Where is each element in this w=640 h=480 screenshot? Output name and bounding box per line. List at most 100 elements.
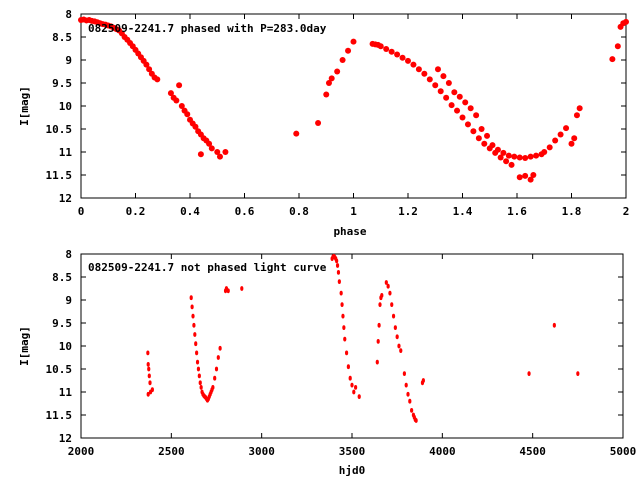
data-point xyxy=(576,371,580,376)
data-point xyxy=(173,97,180,104)
data-point xyxy=(421,378,425,383)
data-point xyxy=(571,135,578,142)
x-tick-label: 5000 xyxy=(610,445,637,458)
x-axis-label: phase xyxy=(333,225,366,238)
data-point xyxy=(376,339,380,344)
data-point xyxy=(218,345,222,351)
x-tick-label: 0 xyxy=(78,205,85,218)
x-tick-label: 0.6 xyxy=(235,205,255,218)
data-point xyxy=(375,359,379,365)
data-point xyxy=(516,154,523,161)
ticks: 2000 2500 3000 3500 4000 4500 5000 8 8.5 9 9.5 10 10… xyxy=(46,248,637,458)
data-point xyxy=(147,373,151,379)
data-points xyxy=(78,16,629,183)
data-point xyxy=(484,132,491,139)
data-point xyxy=(426,76,433,83)
data-point xyxy=(394,51,401,58)
x-tick-label: 1.8 xyxy=(562,205,582,218)
data-points xyxy=(146,253,580,423)
plot-frame xyxy=(80,253,624,439)
data-point xyxy=(475,135,482,142)
x-tick-label: 1.2 xyxy=(398,205,418,218)
chart-title: 082509-2241.7 phased with P=283.0day xyxy=(88,22,327,35)
data-point xyxy=(467,105,474,112)
y-tick-label: 11.5 xyxy=(46,409,73,422)
data-point xyxy=(293,130,300,137)
data-point xyxy=(576,105,583,112)
data-point xyxy=(395,334,399,340)
data-point xyxy=(334,68,341,75)
data-point xyxy=(437,88,444,95)
data-point xyxy=(380,293,384,298)
x-tick-label: 1.6 xyxy=(507,205,527,218)
x-tick-label: 3000 xyxy=(248,445,275,458)
data-point xyxy=(190,304,194,310)
data-point xyxy=(341,313,345,319)
y-axis-label: I[mag] xyxy=(18,86,31,126)
y-tick-label: 9 xyxy=(65,294,72,307)
x-tick-label: 4000 xyxy=(429,445,456,458)
data-point xyxy=(335,258,339,264)
x-axis-label: hjd0 xyxy=(339,464,366,477)
x-tick-label: 1 xyxy=(350,205,357,218)
data-point xyxy=(377,322,381,328)
y-tick-label: 8.5 xyxy=(52,271,72,284)
data-point xyxy=(462,99,469,106)
data-point xyxy=(415,66,422,73)
data-point xyxy=(211,385,215,390)
data-point xyxy=(434,66,441,73)
data-point xyxy=(414,418,418,423)
data-point xyxy=(196,366,201,372)
data-point xyxy=(489,142,496,149)
data-point xyxy=(337,279,341,284)
data-point xyxy=(146,362,150,367)
data-point xyxy=(384,280,388,285)
data-point xyxy=(339,290,343,296)
data-point xyxy=(216,355,220,360)
x-tick-label: 0.8 xyxy=(289,205,309,218)
data-point xyxy=(213,375,217,381)
data-point xyxy=(464,121,471,128)
data-point xyxy=(508,161,515,168)
data-point xyxy=(195,350,199,356)
data-point xyxy=(143,61,150,68)
data-point xyxy=(342,325,346,330)
data-point xyxy=(197,151,204,158)
data-point xyxy=(208,145,215,152)
data-point xyxy=(346,364,350,370)
data-point xyxy=(343,336,347,342)
data-point xyxy=(470,128,477,135)
data-point xyxy=(197,373,201,379)
y-tick-label: 9 xyxy=(65,54,72,67)
data-point xyxy=(222,149,229,155)
data-point xyxy=(336,270,341,275)
data-point xyxy=(350,38,357,45)
data-point xyxy=(178,103,185,109)
data-point xyxy=(350,382,354,388)
data-point xyxy=(216,153,223,160)
data-point xyxy=(573,112,580,119)
data-point xyxy=(323,91,330,98)
data-point xyxy=(192,322,196,328)
data-point xyxy=(614,43,621,50)
data-point xyxy=(199,385,203,390)
data-point xyxy=(352,389,356,395)
y-tick-label: 12 xyxy=(59,192,72,205)
y-tick-label: 8.5 xyxy=(52,31,72,44)
data-point xyxy=(325,80,332,86)
data-point xyxy=(391,313,396,319)
data-point xyxy=(500,149,507,156)
y-axis-label: I[mag] xyxy=(18,326,31,366)
data-point xyxy=(154,76,161,83)
data-point xyxy=(240,286,244,291)
data-point xyxy=(344,350,349,356)
data-point xyxy=(494,146,501,153)
data-point xyxy=(377,43,384,50)
data-point xyxy=(454,107,461,114)
data-point xyxy=(354,385,358,390)
data-point xyxy=(214,366,219,372)
y-tick-label: 10.5 xyxy=(46,363,73,376)
data-point xyxy=(146,66,153,73)
x-tick-label: 0.4 xyxy=(180,205,200,218)
data-point xyxy=(184,111,191,118)
